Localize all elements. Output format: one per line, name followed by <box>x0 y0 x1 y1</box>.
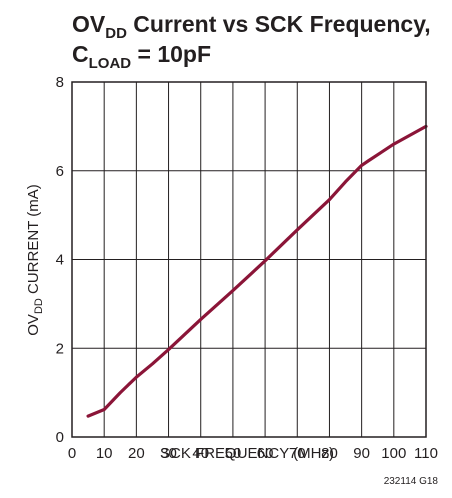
x-axis-label: SCK FREQUENCY (MHz) <box>160 445 334 462</box>
x-tick-label: 40 <box>192 445 209 462</box>
x-tick-label: 90 <box>353 445 370 462</box>
series-line <box>86 124 428 418</box>
grid <box>71 81 427 438</box>
x-tick-labels: 0 10 20 30 40 50 60 70 80 90 100 110 <box>68 445 438 462</box>
x-tick-label: 80 <box>321 445 338 462</box>
x-tick-label: 30 <box>160 445 177 462</box>
y-tick-label: 8 <box>56 74 64 91</box>
series-layer <box>86 124 428 418</box>
x-tick-label: 100 <box>381 445 406 462</box>
plot-frame <box>71 81 427 438</box>
x-tick-label: 70 <box>289 445 306 462</box>
x-tick-label: 50 <box>225 445 242 462</box>
x-tick-label: 110 <box>414 445 438 462</box>
x-tick-label: 60 <box>257 445 274 462</box>
y-tick-labels: 0 2 4 6 8 <box>56 74 64 446</box>
y-axis-label: OVDD CURRENT (mA) <box>25 184 45 335</box>
chart-title-line-1: OVDD Current vs SCK Frequency, <box>72 11 431 42</box>
chart-title-line-2: CLOAD = 10pF <box>72 41 211 72</box>
y-tick-label: 2 <box>56 340 64 357</box>
y-tick-label: 4 <box>56 252 64 269</box>
y-tick-label: 0 <box>56 429 64 446</box>
x-tick-label: 0 <box>68 445 76 462</box>
x-tick-label: 20 <box>128 445 145 462</box>
y-tick-label: 6 <box>56 163 64 180</box>
figure-id: 232114 G18 <box>384 476 439 487</box>
x-tick-label: 10 <box>96 445 113 462</box>
